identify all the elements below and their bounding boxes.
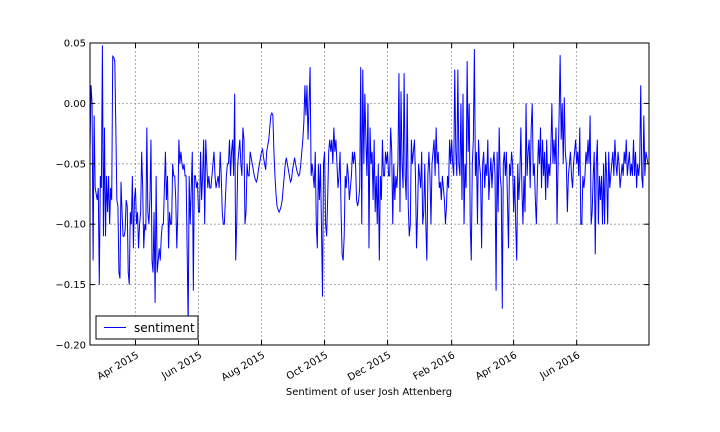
x-axis-label: Sentiment of user Josh Attenberg — [286, 387, 452, 398]
plot-frame — [89, 42, 650, 346]
y-tick-label: −0.05 — [55, 159, 86, 170]
y-tick-label: 0.05 — [64, 39, 86, 50]
y-tick-label: −0.15 — [55, 280, 86, 291]
y-tick-label: −0.20 — [55, 341, 86, 352]
y-tick-label: 0.00 — [64, 99, 86, 110]
legend-box — [95, 315, 199, 340]
legend: sentiment — [95, 315, 199, 340]
sentiment-series-line — [89, 45, 649, 327]
y-tick-label: −0.10 — [55, 220, 86, 231]
y-axis: 0.05 0.00 −0.05 −0.10 −0.15 −0.20 — [55, 39, 649, 352]
legend-label-sentiment: sentiment — [134, 321, 195, 335]
